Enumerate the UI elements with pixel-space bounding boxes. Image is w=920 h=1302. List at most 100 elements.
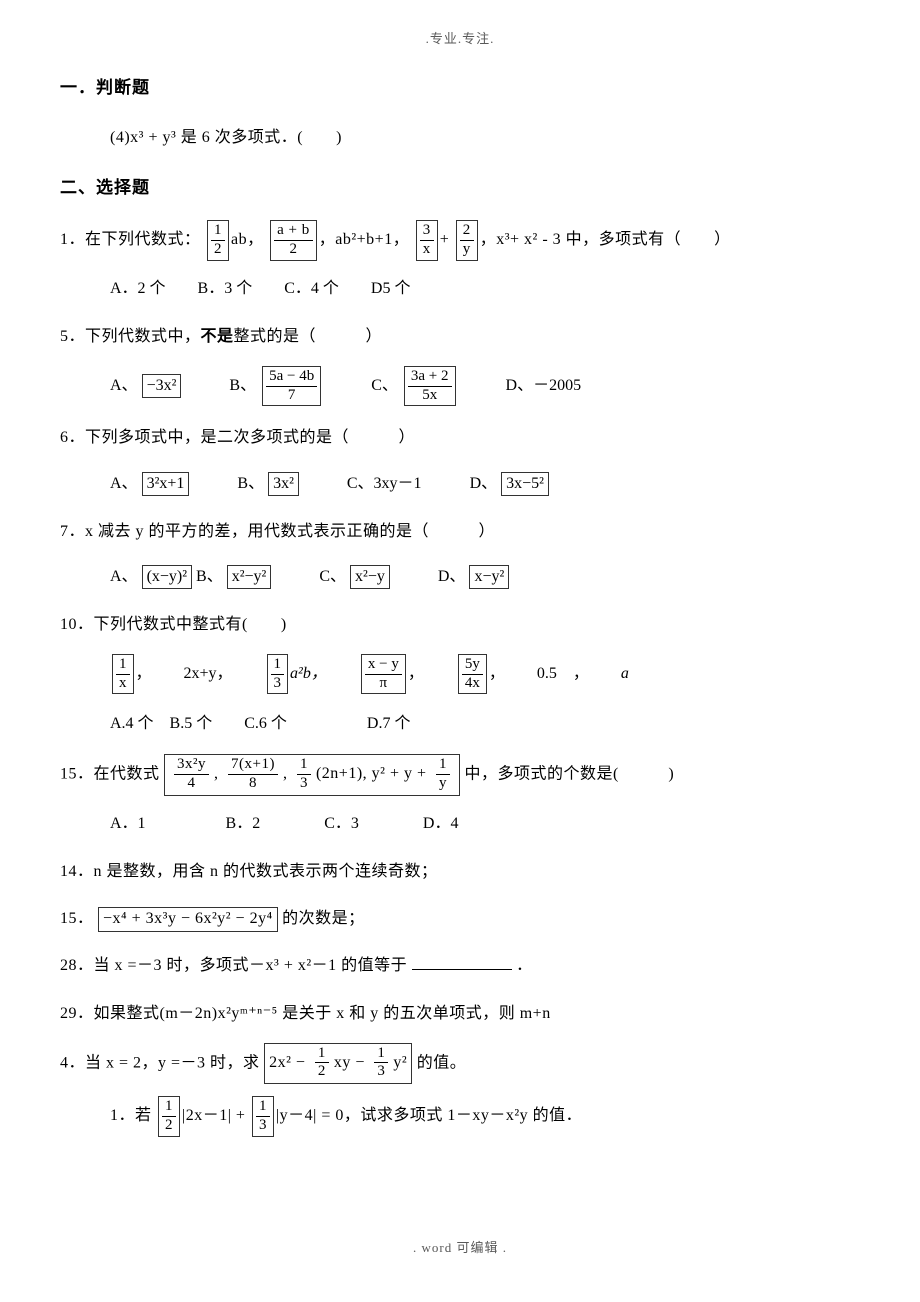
frac-num: 1 bbox=[162, 1099, 176, 1117]
frac-den: 2 bbox=[162, 1117, 176, 1134]
q10-list: 1 x ， 2x+y， 1 3 a²b， x − y π ， 5y 4x ， 0… bbox=[60, 654, 860, 695]
frac-2y-box: 2 y bbox=[456, 220, 478, 261]
q5: 5．下列代数式中，不是整式的是（ ） bbox=[60, 319, 860, 354]
q-last-f1: 1 2 bbox=[158, 1096, 180, 1137]
frac-num: 7(x+1) bbox=[228, 757, 278, 775]
frac-num: 1 bbox=[256, 1099, 270, 1117]
q28: 28．当 x =－3 时，多项式－x³ + x²－1 的值等于 ． bbox=[60, 948, 860, 983]
q1: 1．在下列代数式： 1 2 ab， a + b 2 ，ab²+b+1， 3 x … bbox=[60, 220, 860, 261]
frac-den: 2 bbox=[211, 241, 225, 258]
q7-B: B、 bbox=[196, 561, 223, 593]
q7-A: A、 bbox=[110, 561, 138, 593]
q4-f1: 1 2 bbox=[312, 1045, 332, 1082]
q5-bold: 不是 bbox=[201, 328, 234, 345]
q6-options: A、 3²x+1 B、 3x² C、3xy－1 D、 3x−5² bbox=[60, 468, 860, 500]
q6-C: C、3xy－1 bbox=[347, 468, 422, 500]
q15-tail: 中，多项式的个数是( ) bbox=[465, 766, 675, 783]
q15-fc: 1 3 bbox=[294, 756, 314, 793]
q5-A-box: −3x² bbox=[142, 374, 182, 398]
q5-C-box: 3a + 2 5x bbox=[404, 366, 456, 407]
q10-f13: 1 3 bbox=[267, 654, 289, 695]
q15: 15．在代数式 3x²y 4 , 7(x+1) 8 , 1 3 (2n+1), … bbox=[60, 754, 860, 796]
q-last-mid2: |y－4| = 0，试求多项式 1－xy－x²y 的值． bbox=[276, 1107, 582, 1124]
q15b: 15． −x⁴ + 3x³y − 6x²y² − 2y⁴ 的次数是； bbox=[60, 901, 860, 936]
frac-den: 5x bbox=[408, 387, 452, 404]
q7-C-box: x²−y bbox=[350, 565, 390, 589]
q6-B: B、 bbox=[237, 468, 264, 500]
frac-den: 4 bbox=[174, 775, 209, 792]
q1-plus: + bbox=[440, 231, 450, 248]
frac-den: x bbox=[116, 675, 130, 692]
q10-item2: 2x+y， bbox=[184, 658, 233, 690]
q15b-box: −x⁴ + 3x³y − 6x²y² − 2y⁴ bbox=[98, 907, 278, 931]
q5-pre: 5．下列代数式中， bbox=[60, 328, 201, 345]
q15b-lead: 15． bbox=[60, 910, 94, 927]
q5-B: B、 bbox=[229, 370, 256, 402]
frac-num: 1 bbox=[315, 1046, 329, 1064]
q4-box-pre: 2x² − bbox=[269, 1054, 305, 1071]
frac-num: 1 bbox=[297, 757, 311, 775]
frac-den: 3 bbox=[271, 675, 285, 692]
q10-item6b: a bbox=[621, 665, 629, 682]
frac-num: 3a + 2 bbox=[408, 369, 452, 387]
q6-D: D、 bbox=[470, 468, 498, 500]
q10: 10．下列代数式中整式有( ) bbox=[60, 607, 860, 642]
frac-num: 1 bbox=[211, 223, 225, 241]
q28-post: ． bbox=[516, 957, 533, 974]
frac-den: y bbox=[460, 241, 474, 258]
q29: 29．如果整式(m－2n)x²yᵐ⁺ⁿ⁻⁵ 是关于 x 和 y 的五次单项式，则… bbox=[60, 996, 860, 1031]
q14: 14．n 是整数，用含 n 的代数式表示两个连续奇数； bbox=[60, 854, 860, 889]
frac-num: 1 bbox=[271, 657, 285, 675]
frac-den: 3 bbox=[297, 775, 311, 792]
q6-B-box: 3x² bbox=[268, 472, 299, 496]
q6-D-box: 3x−5² bbox=[501, 472, 549, 496]
section-2-title: 二、选择题 bbox=[60, 173, 860, 198]
frac-half-box: 1 2 bbox=[207, 220, 229, 261]
q15-fa: 3x²y 4 bbox=[171, 756, 212, 793]
q7-C: C、 bbox=[319, 561, 346, 593]
blank-underline bbox=[412, 954, 512, 970]
frac-den: 7 bbox=[266, 387, 317, 404]
q-last-lead: 1．若 bbox=[110, 1107, 152, 1124]
q-last-f2: 1 3 bbox=[252, 1096, 274, 1137]
frac-num: x − y bbox=[365, 657, 402, 675]
q15-box: 3x²y 4 , 7(x+1) 8 , 1 3 (2n+1), y² + y +… bbox=[164, 754, 460, 796]
q7-options: A、 (x−y)² B、 x²−y² C、 x²−y D、 x−y² bbox=[60, 561, 860, 593]
q4-tail: 的值。 bbox=[417, 1054, 467, 1071]
frac-den: 3 bbox=[256, 1117, 270, 1134]
q7: 7．x 减去 y 的平方的差，用代数式表示正确的是（ ） bbox=[60, 514, 860, 549]
q10-options: A.4 个 B.5 个 C.6 个 D.7 个 bbox=[60, 708, 860, 740]
frac-den: 8 bbox=[228, 775, 278, 792]
page-footer: . word 可编辑 . bbox=[60, 1237, 860, 1256]
q7-A-box: (x−y)² bbox=[142, 565, 192, 589]
q15b-tail: 的次数是； bbox=[282, 910, 365, 927]
frac-den: 2 bbox=[274, 241, 313, 258]
q5-D: D、－2005 bbox=[506, 370, 582, 402]
q1-tail: ，x³+ x² - 3 中，多项式有（ ） bbox=[480, 231, 731, 248]
q15-fd: 1 y bbox=[433, 756, 453, 793]
frac-num: 3x²y bbox=[174, 757, 209, 775]
q4-box-post: y² bbox=[393, 1054, 407, 1071]
q10-f5y4x: 5y 4x bbox=[458, 654, 487, 695]
page-header: .专业.专注. bbox=[60, 28, 860, 47]
q15-fc-post: (2n+1), y² + y + bbox=[316, 765, 427, 782]
q-s1-4: (4)x³ + y³ 是 6 次多项式．( ) bbox=[60, 120, 860, 155]
sep: ， bbox=[136, 658, 152, 690]
q7-D-box: x−y² bbox=[469, 565, 509, 589]
q1-options: A．2 个 B．3 个 C．4 个 D5 个 bbox=[60, 273, 860, 305]
q10-fxypi: x − y π bbox=[361, 654, 406, 695]
q10-item3-post: a²b， bbox=[290, 665, 327, 682]
q6-A: A、 bbox=[110, 468, 138, 500]
frac-num: a + b bbox=[274, 223, 313, 241]
frac-3x-box: 3 x bbox=[416, 220, 438, 261]
frac-num: 1 bbox=[436, 757, 450, 775]
frac-ab2-box: a + b 2 bbox=[270, 220, 317, 261]
q5-C: C、 bbox=[371, 370, 398, 402]
q5-options: A、 −3x² B、 5a − 4b 7 C、 3a + 2 5x D、－200… bbox=[60, 366, 860, 407]
q15-lead: 15．在代数式 bbox=[60, 766, 160, 783]
frac-num: 3 bbox=[420, 223, 434, 241]
frac-den: y bbox=[436, 775, 450, 792]
frac-den: 4x bbox=[462, 675, 483, 692]
q5-A: A、 bbox=[110, 370, 138, 402]
frac-num: 1 bbox=[116, 657, 130, 675]
